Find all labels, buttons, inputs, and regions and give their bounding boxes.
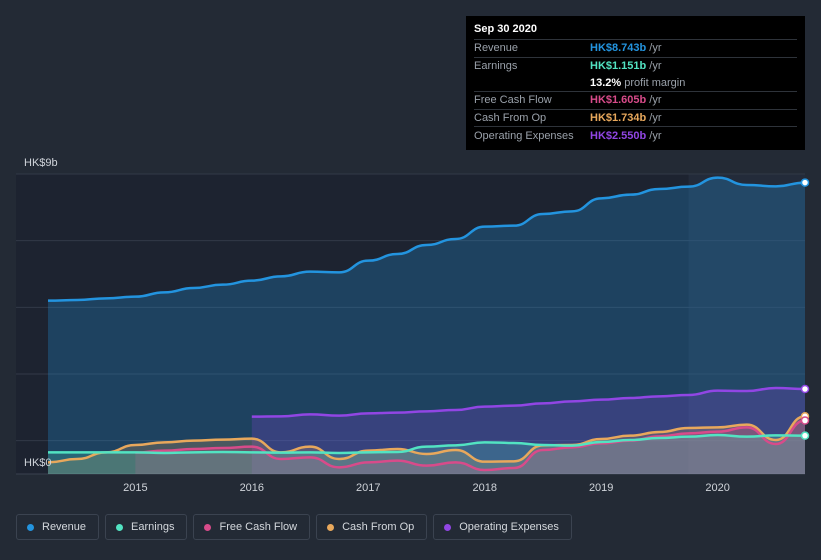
tooltip-value: HK$2.550b [590, 129, 647, 142]
tooltip-label: Cash From Op [474, 112, 547, 125]
tooltip-unit: /yr [649, 129, 662, 142]
legend-dot-icon [444, 523, 452, 531]
tooltip-label: Revenue [474, 42, 519, 55]
cfo-area [48, 416, 805, 474]
tooltip-label: Earnings [474, 60, 518, 73]
x-tick-label: 2019 [589, 482, 613, 494]
tooltip-value: HK$1.151b [590, 60, 647, 73]
data-tooltip: Sep 30 2020 Revenue HK$8.743b /yr Earnin… [466, 16, 805, 150]
tooltip-label: Free Cash Flow [474, 94, 552, 107]
tooltip-unit: /yr [649, 94, 662, 107]
tooltip-row-cfo: Cash From Op HK$1.734b /yr [474, 108, 797, 127]
legend-item-free-cash-flow[interactable]: Free Cash Flow [193, 514, 311, 540]
legend-item-revenue[interactable]: Revenue [16, 514, 100, 540]
opex-line [251, 386, 806, 418]
x-tick-label: 2017 [356, 482, 380, 494]
fcf-line [135, 419, 806, 472]
legend-label: Revenue [42, 521, 87, 533]
plot-background [16, 174, 805, 474]
legend-label: Cash From Op [342, 521, 415, 533]
earnings-endpoint-marker [800, 431, 810, 440]
legend-item-operating-expenses[interactable]: Operating Expenses [433, 514, 572, 540]
legend-dot-icon [116, 523, 124, 531]
legend-label: Earnings [131, 521, 175, 533]
tooltip-unit: /yr [649, 112, 662, 125]
legend-dot-icon [327, 523, 335, 531]
legend-item-cash-from-op[interactable]: Cash From Op [316, 514, 428, 540]
legend-dot-icon [27, 523, 34, 531]
cfo-line [47, 414, 806, 464]
chart-legend: Revenue Earnings Free Cash Flow Cash Fro… [16, 514, 572, 542]
x-tick-label: 2015 [123, 482, 147, 494]
fcf-area [135, 420, 805, 474]
revenue-endpoint-marker [800, 178, 810, 187]
revenue-line [47, 176, 806, 302]
tooltip-row-margin: 13.2% profit margin [474, 74, 797, 91]
tooltip-row-revenue: Revenue HK$8.743b /yr [474, 39, 797, 57]
tooltip-label: Operating Expenses [474, 129, 574, 142]
x-tick-label: 2020 [705, 482, 729, 494]
tooltip-row-earnings: Earnings HK$1.151b /yr [474, 56, 797, 75]
legend-label: Free Cash Flow [219, 521, 298, 533]
y-axis-bottom-label: HK$0 [24, 457, 52, 469]
tooltip-row-fcf: Free Cash Flow HK$1.605b /yr [474, 91, 797, 109]
x-tick-label: 2018 [472, 482, 496, 494]
tooltip-value: HK$1.734b [590, 112, 647, 125]
fcf-endpoint-marker [800, 416, 810, 425]
tooltip-value: HK$8.743b [590, 42, 647, 55]
tooltip-value: HK$1.605b [590, 94, 647, 107]
legend-item-earnings[interactable]: Earnings [105, 514, 188, 540]
chart-area: 2015 2016 2017 2018 2019 2020 HK$9b HK$0 [16, 157, 810, 494]
earnings-line [47, 433, 806, 455]
legend-label: Operating Expenses [459, 521, 559, 533]
x-tick-label: 2016 [240, 482, 264, 494]
tooltip-unit: /yr [649, 42, 662, 55]
y-axis-top-label: HK$9b [24, 157, 58, 169]
tooltip-unit: /yr [649, 60, 662, 73]
tooltip-margin-text: profit margin [624, 76, 686, 89]
opex-endpoint-marker [800, 384, 810, 394]
tooltip-row-opex: Operating Expenses HK$2.550b /yr [474, 126, 797, 144]
tooltip-margin-value: 13.2% [590, 76, 622, 89]
legend-dot-icon [204, 523, 212, 531]
tooltip-date: Sep 30 2020 [474, 23, 537, 35]
